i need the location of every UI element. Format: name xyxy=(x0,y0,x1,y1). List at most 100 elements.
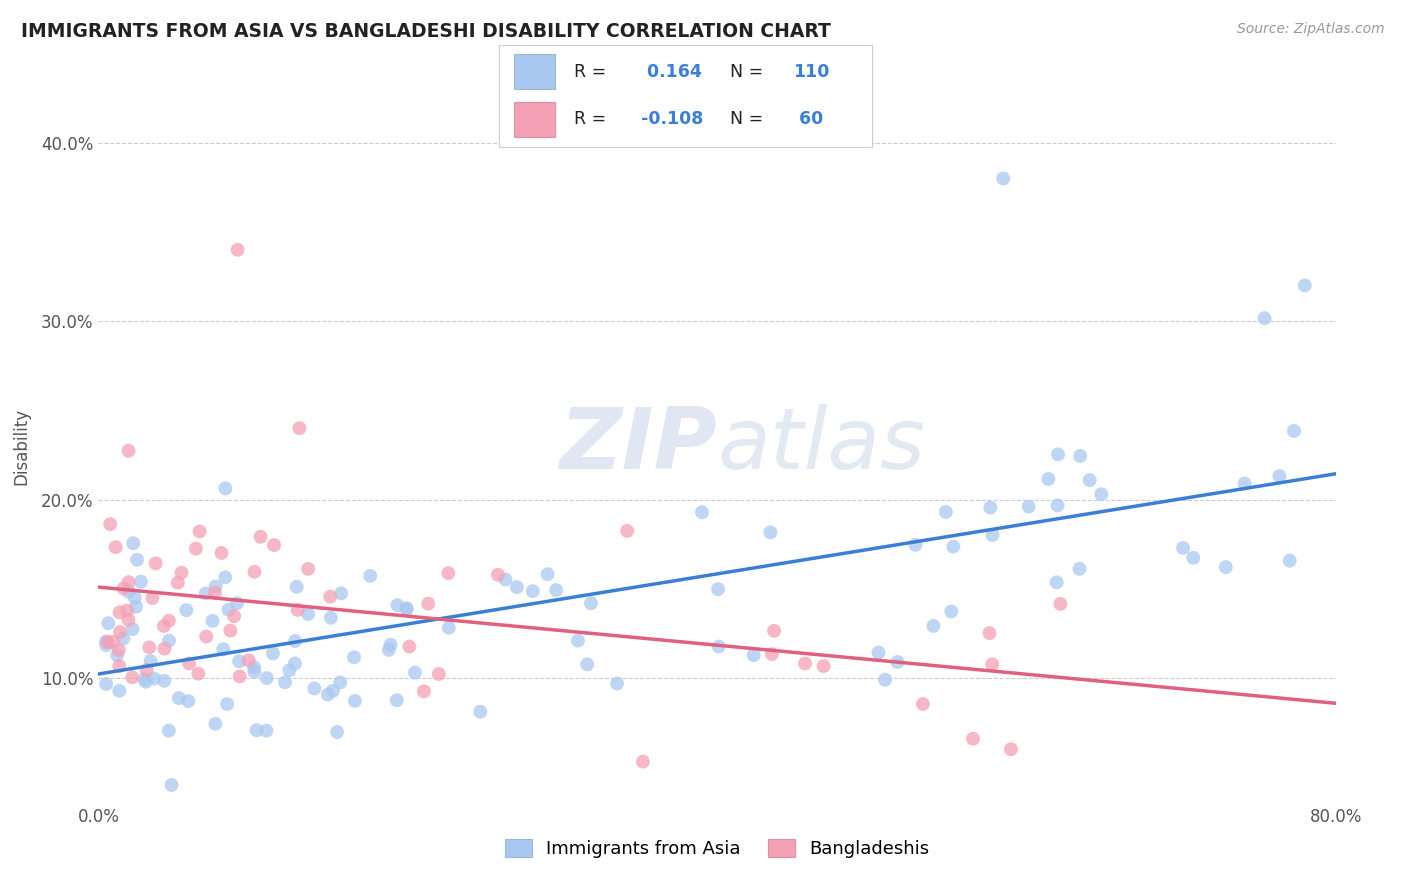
Text: IMMIGRANTS FROM ASIA VS BANGLADESHI DISABILITY CORRELATION CHART: IMMIGRANTS FROM ASIA VS BANGLADESHI DISA… xyxy=(21,22,831,41)
Point xyxy=(991,171,1014,186)
Point xyxy=(427,667,450,681)
Point xyxy=(330,586,353,600)
Point xyxy=(98,517,121,532)
Point xyxy=(1278,554,1301,568)
Point xyxy=(1038,472,1060,486)
Point xyxy=(343,650,366,665)
Point xyxy=(297,607,319,621)
Point xyxy=(96,638,118,652)
Point xyxy=(979,626,1001,640)
Point xyxy=(179,657,201,671)
Point xyxy=(1294,278,1316,293)
Point xyxy=(981,657,1004,672)
Text: 60: 60 xyxy=(793,111,824,128)
Point xyxy=(139,654,162,668)
Point xyxy=(567,633,589,648)
Point xyxy=(304,681,326,696)
Point xyxy=(506,580,529,594)
Legend: Immigrants from Asia, Bangladeshis: Immigrants from Asia, Bangladeshis xyxy=(498,831,936,865)
Text: ZIP: ZIP xyxy=(560,404,717,488)
Point xyxy=(631,755,654,769)
Point xyxy=(243,565,266,579)
Point xyxy=(157,723,180,738)
Point xyxy=(322,683,344,698)
Point xyxy=(115,603,138,617)
Point xyxy=(226,596,249,610)
Point xyxy=(124,591,146,605)
Point xyxy=(707,582,730,596)
Point xyxy=(418,597,440,611)
Point xyxy=(238,653,260,667)
Point xyxy=(112,632,135,646)
Point xyxy=(166,575,188,590)
FancyBboxPatch shape xyxy=(515,102,555,137)
Point xyxy=(278,663,301,677)
Point xyxy=(690,505,713,519)
Point xyxy=(135,663,157,677)
Point xyxy=(284,634,307,648)
Point xyxy=(319,611,342,625)
Point xyxy=(1215,560,1237,574)
Point xyxy=(1268,469,1291,483)
Point xyxy=(1233,476,1256,491)
Text: R =: R = xyxy=(574,63,612,81)
Point xyxy=(134,673,156,687)
Point xyxy=(108,624,131,639)
Point xyxy=(378,643,401,657)
Point xyxy=(329,675,352,690)
Point xyxy=(1069,562,1091,576)
Point xyxy=(249,530,271,544)
Point xyxy=(101,635,124,649)
Point xyxy=(343,694,366,708)
Point xyxy=(188,524,211,539)
Point xyxy=(1282,424,1305,438)
Point xyxy=(112,582,135,596)
Point xyxy=(194,586,217,600)
Point xyxy=(284,657,307,671)
Point xyxy=(707,640,730,654)
Point xyxy=(167,691,190,706)
Point xyxy=(243,665,266,679)
Point xyxy=(395,601,418,615)
Text: Source: ZipAtlas.com: Source: ZipAtlas.com xyxy=(1237,22,1385,37)
Point xyxy=(941,604,963,618)
Point xyxy=(96,677,118,691)
Text: R =: R = xyxy=(574,111,612,128)
Point xyxy=(742,648,765,662)
Point xyxy=(218,603,240,617)
Point xyxy=(201,614,224,628)
Point xyxy=(97,616,120,631)
Point xyxy=(385,693,408,707)
Point xyxy=(398,640,420,654)
Point xyxy=(437,621,460,635)
Point xyxy=(470,705,492,719)
Point xyxy=(274,675,297,690)
Point xyxy=(121,670,143,684)
Point xyxy=(125,599,148,614)
Text: 0.164: 0.164 xyxy=(641,63,702,81)
Point xyxy=(359,569,381,583)
Point xyxy=(395,602,418,616)
Point xyxy=(105,648,128,663)
Point xyxy=(413,684,436,698)
Point xyxy=(962,731,984,746)
Point xyxy=(546,583,568,598)
Point xyxy=(759,525,782,540)
Point xyxy=(319,590,342,604)
Point xyxy=(184,541,207,556)
Point xyxy=(224,609,246,624)
Point xyxy=(153,619,176,633)
Point xyxy=(204,717,226,731)
Point xyxy=(1078,473,1101,487)
Point xyxy=(129,574,152,589)
Point xyxy=(494,573,516,587)
Point xyxy=(1000,742,1022,756)
Point xyxy=(160,778,183,792)
Point xyxy=(135,674,157,689)
Point xyxy=(219,624,242,638)
Point xyxy=(935,505,957,519)
Point xyxy=(522,584,544,599)
Point xyxy=(117,584,139,599)
Point xyxy=(579,596,602,610)
Point xyxy=(228,669,250,683)
